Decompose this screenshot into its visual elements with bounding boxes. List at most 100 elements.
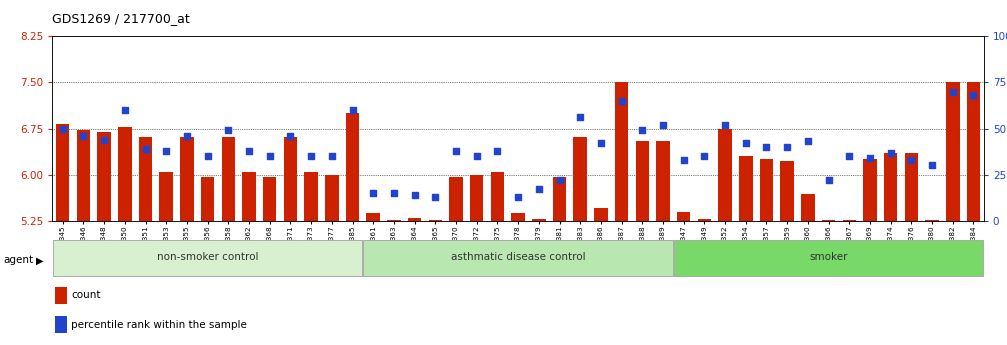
Bar	[263, 177, 277, 221]
Point	[882, 150, 899, 155]
Point	[717, 122, 733, 128]
Bar	[284, 137, 297, 221]
Point	[179, 133, 195, 139]
Bar	[222, 137, 235, 221]
Point	[613, 98, 629, 104]
Bar	[449, 177, 463, 221]
Text: agent: agent	[3, 256, 33, 265]
Bar	[512, 213, 525, 221]
Bar	[635, 141, 650, 221]
Bar	[718, 128, 732, 221]
Text: ▶: ▶	[36, 256, 43, 265]
Bar	[802, 194, 815, 221]
Point	[800, 139, 816, 144]
Point	[241, 148, 257, 154]
Point	[758, 144, 774, 150]
Point	[738, 140, 754, 146]
Point	[510, 194, 526, 199]
Point	[366, 190, 382, 196]
Point	[199, 154, 215, 159]
Point	[634, 128, 651, 133]
Point	[821, 177, 837, 183]
Bar	[780, 161, 794, 221]
Bar	[200, 177, 214, 221]
Point	[54, 126, 70, 131]
Point	[676, 157, 692, 162]
Bar	[822, 219, 836, 221]
Bar	[594, 208, 607, 221]
Point	[779, 144, 796, 150]
Point	[841, 154, 857, 159]
Point	[572, 115, 588, 120]
Point	[96, 137, 112, 142]
Point	[448, 148, 464, 154]
Bar	[56, 124, 69, 221]
Bar	[325, 175, 338, 221]
Point	[489, 148, 506, 154]
Text: non-smoker control: non-smoker control	[157, 252, 259, 262]
Bar	[759, 159, 773, 221]
Bar	[304, 171, 318, 221]
Point	[697, 154, 713, 159]
Text: smoker: smoker	[810, 252, 848, 262]
Bar	[698, 219, 711, 221]
Text: asthmatic disease control: asthmatic disease control	[451, 252, 585, 262]
Bar	[243, 171, 256, 221]
Point	[655, 122, 671, 128]
Bar	[139, 137, 152, 221]
Point	[221, 128, 237, 133]
Point	[117, 107, 133, 113]
FancyBboxPatch shape	[674, 240, 984, 276]
Bar	[884, 153, 897, 221]
Point	[137, 146, 154, 151]
Bar	[345, 113, 359, 221]
Bar	[967, 82, 980, 221]
Text: count: count	[71, 290, 101, 300]
Point	[593, 140, 609, 146]
Bar	[98, 131, 111, 221]
Point	[282, 133, 298, 139]
Bar	[159, 171, 173, 221]
Point	[344, 107, 361, 113]
Point	[945, 89, 961, 95]
FancyBboxPatch shape	[52, 240, 363, 276]
Point	[303, 154, 319, 159]
Point	[468, 154, 484, 159]
Text: percentile rank within the sample: percentile rank within the sample	[71, 320, 248, 329]
Bar	[470, 175, 483, 221]
Bar	[657, 141, 670, 221]
Bar	[553, 177, 566, 221]
Point	[531, 187, 547, 192]
Bar	[677, 211, 691, 221]
Bar	[429, 219, 442, 221]
Point	[262, 154, 278, 159]
Bar	[118, 127, 132, 221]
Bar	[739, 156, 752, 221]
Bar	[180, 137, 193, 221]
Point	[323, 154, 339, 159]
Bar	[946, 82, 960, 221]
Bar	[573, 137, 587, 221]
Bar	[77, 130, 91, 221]
Point	[903, 157, 919, 162]
Point	[407, 192, 423, 198]
Point	[552, 177, 568, 183]
Point	[966, 92, 982, 98]
Bar	[904, 153, 918, 221]
Point	[427, 194, 443, 199]
Bar	[843, 219, 856, 221]
Bar	[925, 219, 939, 221]
Bar	[615, 82, 628, 221]
Text: GDS1269 / 217700_at: GDS1269 / 217700_at	[52, 12, 190, 25]
FancyBboxPatch shape	[364, 240, 673, 276]
Point	[158, 148, 174, 154]
Point	[76, 133, 92, 139]
Bar	[408, 218, 421, 221]
Bar	[490, 171, 505, 221]
Bar	[387, 219, 401, 221]
Point	[924, 163, 941, 168]
Bar	[532, 219, 546, 221]
Point	[862, 155, 878, 161]
Point	[386, 190, 402, 196]
Bar	[863, 159, 877, 221]
